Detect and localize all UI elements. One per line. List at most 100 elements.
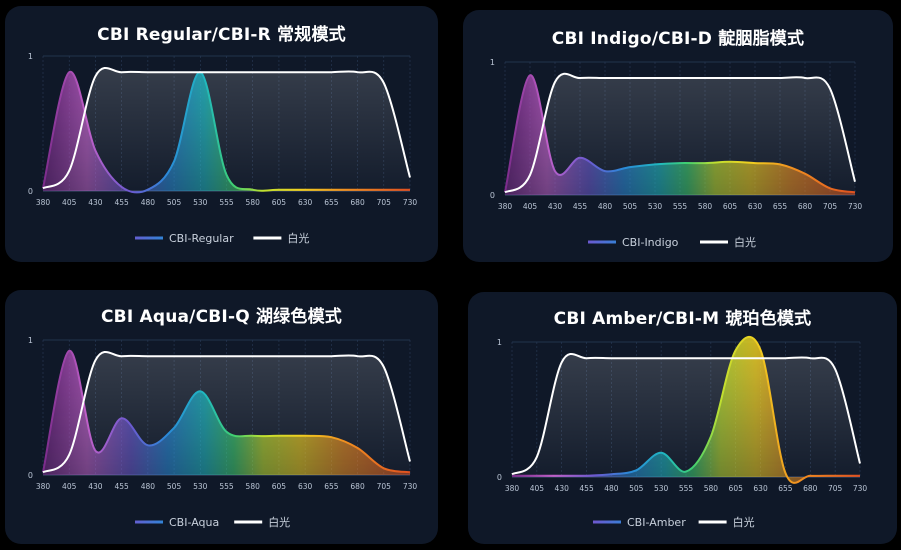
x-tick-label: 680 <box>350 198 365 207</box>
chart-title: CBI Aqua/CBI-Q 湖绿色模式 <box>101 307 342 327</box>
legend-label-spectrum: CBI-Indigo <box>622 236 679 249</box>
x-tick-label: 455 <box>114 198 129 207</box>
chart-panel-amber: CBI Amber/CBI-M 琥珀色模式 1 0 380 405 430 455 480 5… <box>468 292 897 544</box>
y-tick-label: 1 <box>28 336 33 345</box>
x-tick-label: 680 <box>350 482 365 491</box>
x-tick-label: 555 <box>219 198 234 207</box>
white-light-line <box>42 350 411 474</box>
legend-label-white: 白光 <box>734 235 756 249</box>
y-tick-label: 1 <box>28 52 33 61</box>
x-tick-label: 605 <box>723 202 738 211</box>
legend-label-white: 白光 <box>268 515 290 529</box>
x-tick-label: 555 <box>219 482 234 491</box>
chart-title: CBI Regular/CBI-R 常规模式 <box>97 25 346 45</box>
x-tick-label: 405 <box>62 482 77 491</box>
x-tick-label: 505 <box>167 482 182 491</box>
x-tick-label: 530 <box>193 198 208 207</box>
x-tick-label: 455 <box>579 484 594 493</box>
y-tick-label: 0 <box>490 191 495 200</box>
x-tick-label: 430 <box>88 198 103 207</box>
x-tick-label: 630 <box>753 484 768 493</box>
x-tick-label: 605 <box>272 198 287 207</box>
legend: CBI-Aqua 白光 <box>135 515 290 529</box>
x-tick-label: 430 <box>548 202 563 211</box>
legend: CBI-Amber 白光 <box>593 515 755 529</box>
spectrum-area <box>43 71 410 193</box>
x-tick-label: 705 <box>828 484 843 493</box>
x-tick-label: 530 <box>648 202 663 211</box>
x-tick-label: 730 <box>853 484 868 493</box>
x-tick-label: 580 <box>704 484 719 493</box>
x-tick-label: 555 <box>679 484 694 493</box>
chart-title: CBI Indigo/CBI-D 靛胭脂模式 <box>551 29 805 49</box>
x-tick-label: 480 <box>598 202 613 211</box>
x-tick-label: 630 <box>298 198 313 207</box>
y-tick-label: 0 <box>497 473 502 482</box>
y-tick-label: 1 <box>490 58 495 67</box>
legend-label-white: 白光 <box>287 231 309 245</box>
x-tick-label: 405 <box>523 202 538 211</box>
x-tick-label: 455 <box>573 202 588 211</box>
x-tick-label: 705 <box>377 198 392 207</box>
y-tick-label: 0 <box>28 471 33 480</box>
x-tick-label: 655 <box>324 198 339 207</box>
white-light-line <box>42 66 411 190</box>
x-tick-label: 705 <box>377 482 392 491</box>
x-tick-label: 555 <box>673 202 688 211</box>
x-tick-label: 630 <box>748 202 763 211</box>
white-light-area <box>43 67 410 191</box>
white-light-area <box>512 353 860 477</box>
white-light-line <box>511 352 861 476</box>
x-tick-label: 430 <box>555 484 570 493</box>
spectrum-line <box>504 74 856 194</box>
x-tick-label: 405 <box>530 484 545 493</box>
x-tick-label: 730 <box>403 198 418 207</box>
x-tick-label: 655 <box>773 202 788 211</box>
x-tick-label: 430 <box>88 482 103 491</box>
spectrum-line <box>42 349 411 474</box>
x-tick-label: 630 <box>298 482 313 491</box>
x-tick-label: 455 <box>114 482 129 491</box>
chart-panel-aqua: CBI Aqua/CBI-Q 湖绿色模式 1 0 380 405 430 455 480 50… <box>5 290 438 544</box>
x-tick-label: 380 <box>505 484 520 493</box>
spectrum-line <box>42 71 410 194</box>
legend-label-spectrum: CBI-Regular <box>169 232 234 245</box>
legend: CBI-Regular 白光 <box>135 231 309 245</box>
x-tick-label: 505 <box>623 202 638 211</box>
x-tick-label: 480 <box>141 482 156 491</box>
x-tick-label: 705 <box>823 202 838 211</box>
x-tick-label: 405 <box>62 198 77 207</box>
y-tick-label: 0 <box>28 187 33 196</box>
x-tick-label: 655 <box>778 484 793 493</box>
x-tick-label: 480 <box>141 198 156 207</box>
x-tick-label: 580 <box>246 482 261 491</box>
x-tick-label: 530 <box>654 484 669 493</box>
x-tick-label: 680 <box>798 202 813 211</box>
legend-label-white: 白光 <box>733 515 755 529</box>
white-light-line <box>504 72 856 194</box>
chart-title: CBI Amber/CBI-M 琥珀色模式 <box>553 309 812 329</box>
x-tick-label: 505 <box>629 484 644 493</box>
x-tick-label: 680 <box>803 484 818 493</box>
legend-label-spectrum: CBI-Aqua <box>169 516 219 529</box>
legend-label-spectrum: CBI-Amber <box>627 516 686 529</box>
x-tick-label: 580 <box>698 202 713 211</box>
x-tick-label: 380 <box>498 202 513 211</box>
x-tick-label: 505 <box>167 198 182 207</box>
chart-panel-regular: CBI Regular/CBI-R 常规模式 1 0 380 405 430 455 480… <box>5 6 438 262</box>
x-tick-label: 655 <box>324 482 339 491</box>
x-tick-label: 730 <box>403 482 418 491</box>
legend: CBI-Indigo 白光 <box>588 235 756 249</box>
x-tick-label: 380 <box>36 482 51 491</box>
spectrum-area <box>43 350 410 475</box>
x-tick-label: 605 <box>729 484 744 493</box>
x-tick-label: 380 <box>36 198 51 207</box>
x-tick-label: 480 <box>604 484 619 493</box>
x-tick-label: 730 <box>848 202 863 211</box>
y-tick-label: 1 <box>497 338 502 347</box>
x-tick-label: 605 <box>272 482 287 491</box>
